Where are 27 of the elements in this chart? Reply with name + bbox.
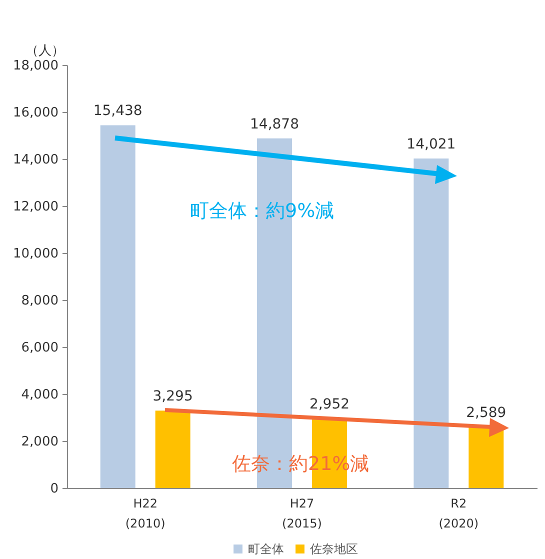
bar (155, 410, 190, 488)
data-label: 2,589 (466, 405, 506, 422)
data-label: 15,438 (93, 103, 142, 120)
annotation: 町全体：約9%減 (190, 200, 334, 222)
legend-label: 町全体 (248, 542, 284, 556)
y-tick-label: 18,000 (13, 58, 58, 74)
y-tick-label: 14,000 (13, 152, 58, 168)
bar (468, 427, 504, 488)
y-tick-label: 0 (50, 482, 58, 496)
data-label: 3,295 (152, 388, 193, 405)
data-label: 2,952 (309, 396, 350, 413)
y-tick-label: 6,000 (21, 340, 58, 356)
y-tick-label: 12,000 (13, 200, 58, 214)
data-label: 14,878 (250, 116, 300, 132)
x-tick-label: H22 (2010) (125, 496, 166, 530)
y-axis-title: （人） (26, 44, 64, 58)
x-tick-label: R2 (2020) (438, 496, 479, 530)
bar (414, 158, 449, 488)
x-tick-label: H27 (2015) (282, 496, 322, 530)
bar (100, 125, 136, 488)
y-tick-label: 4,000 (21, 388, 58, 402)
legend-label: 佐奈地区 (310, 542, 358, 556)
y-tick-label: 2,000 (21, 434, 58, 450)
y-tick-label: 10,000 (13, 246, 58, 262)
y-tick-label: 8,000 (21, 294, 58, 308)
data-label: 14,021 (406, 136, 456, 153)
y-tick-label: 16,000 (13, 106, 58, 120)
